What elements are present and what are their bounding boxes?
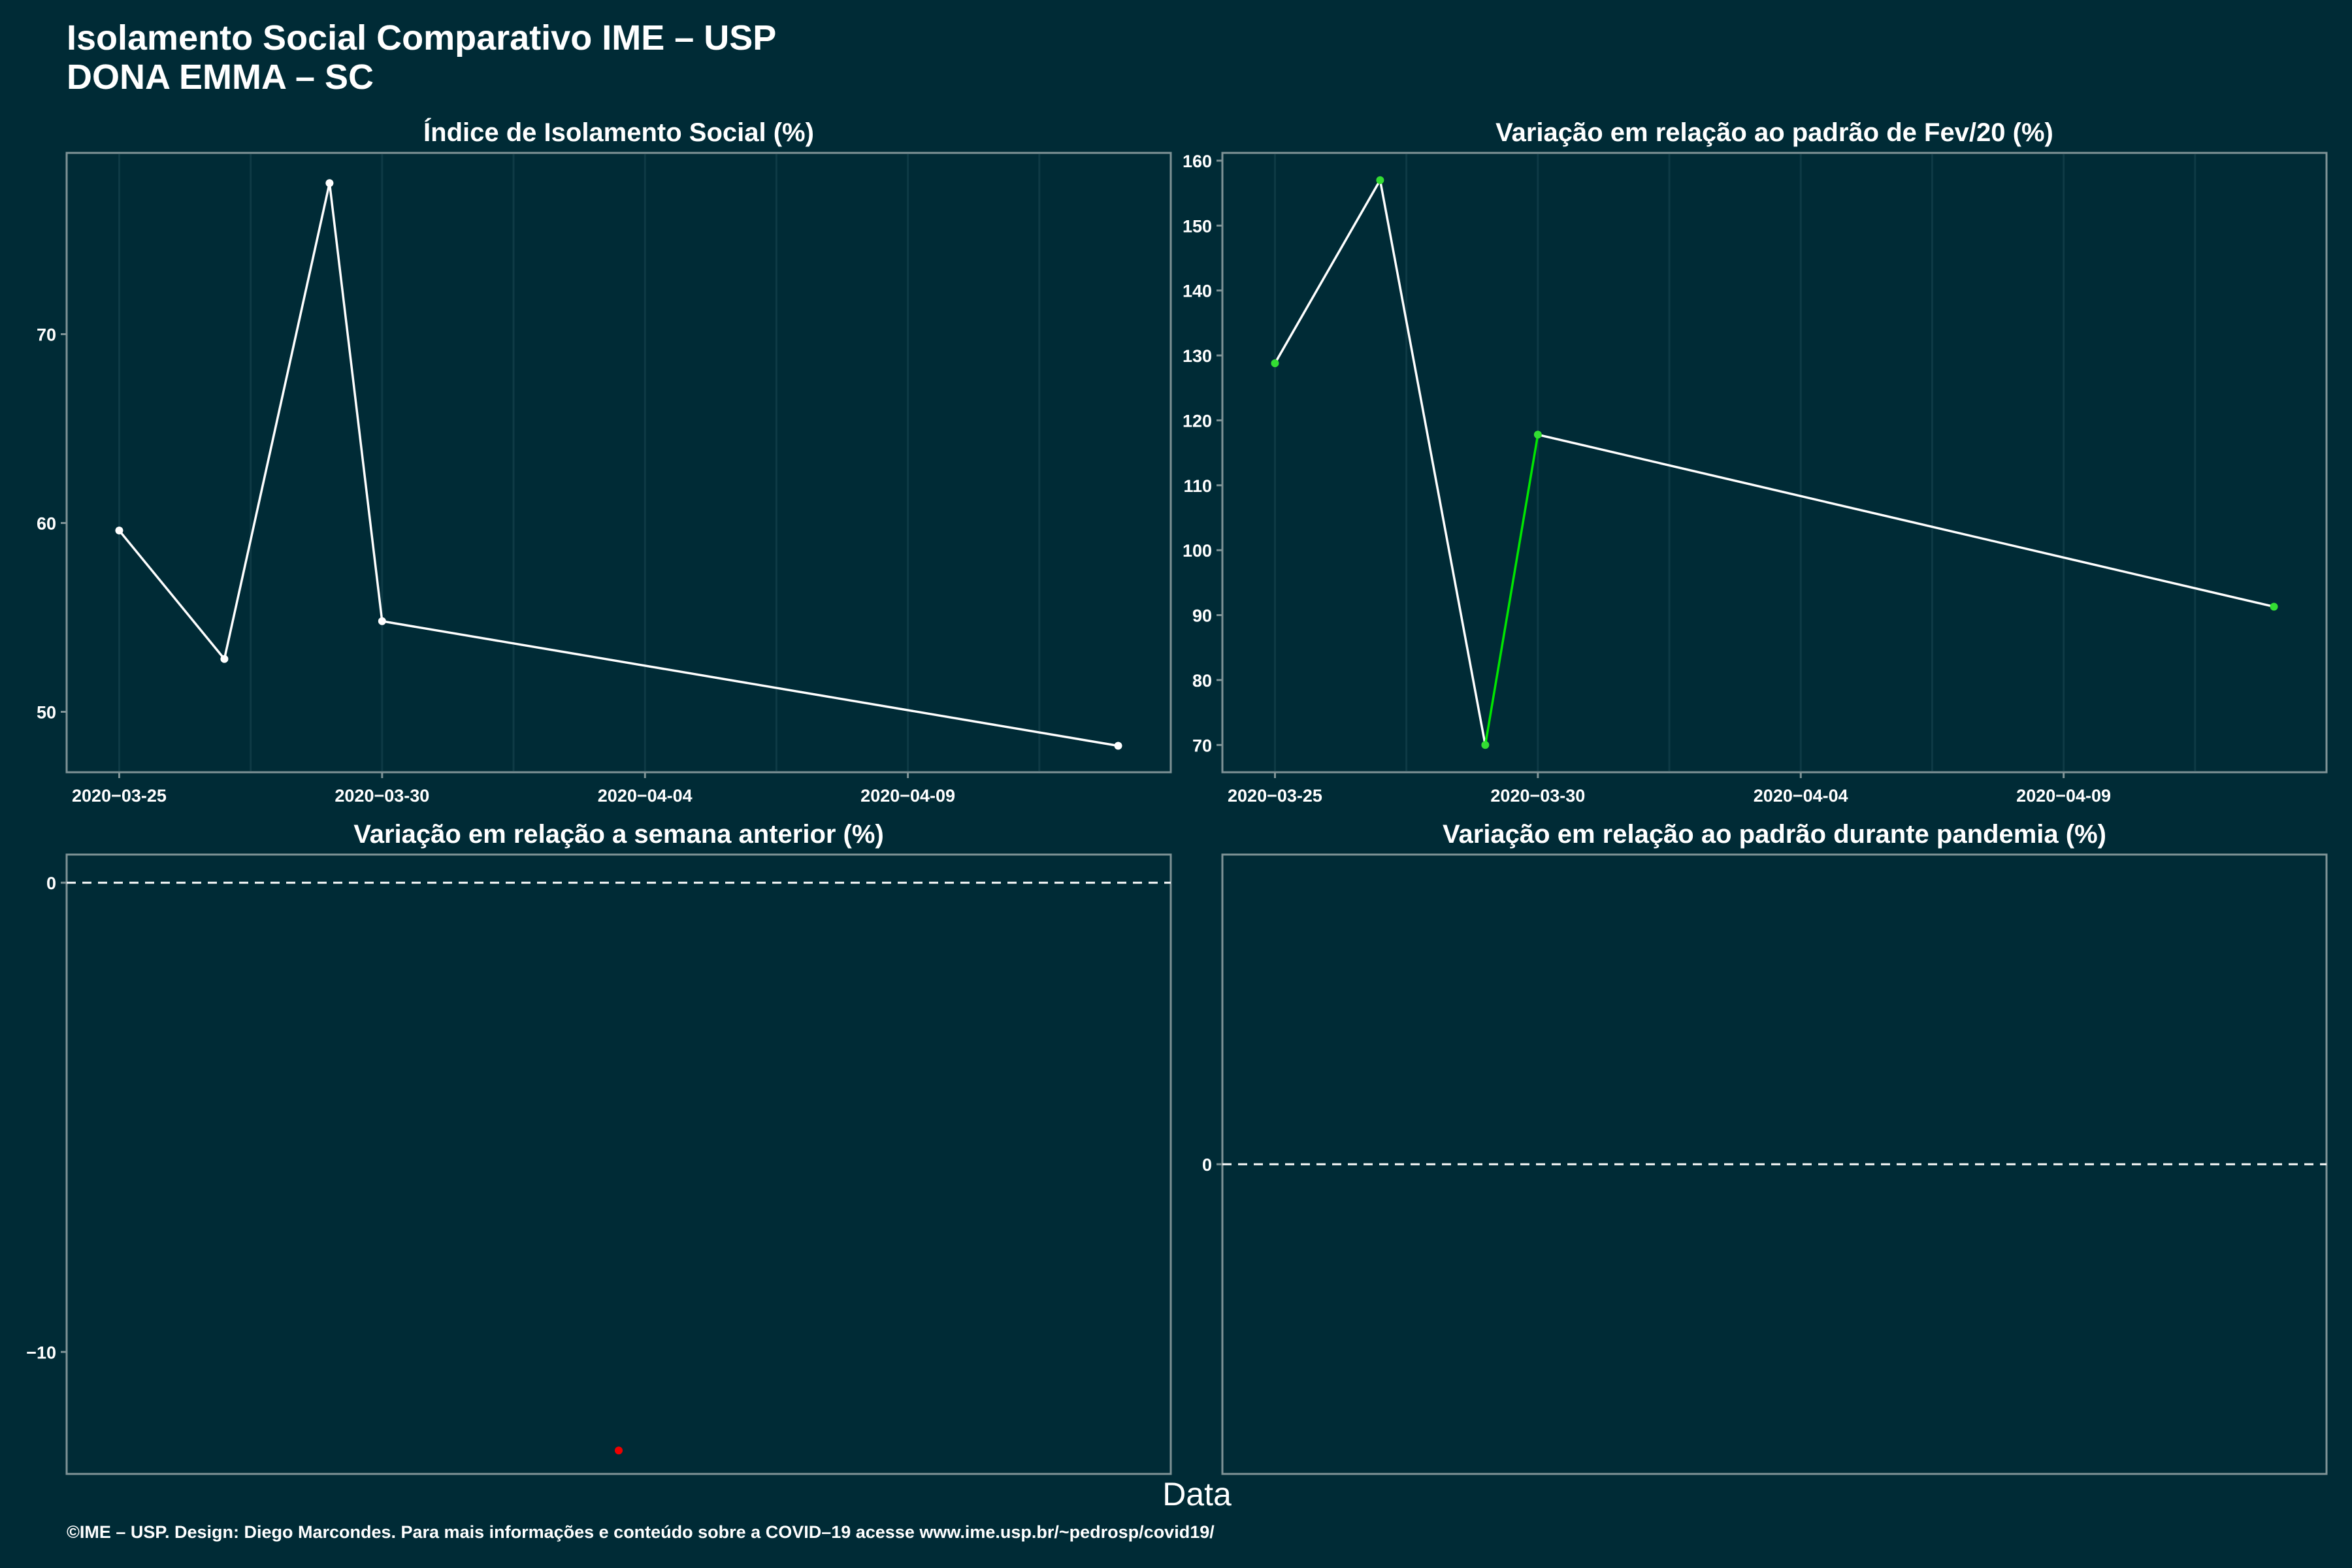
series-line-segment [118, 529, 226, 661]
y-tick-label: 110 [1183, 476, 1212, 496]
series-line-segment [1484, 433, 1539, 747]
panel-semana: Variação em relação a semana anterior (%… [26, 820, 1172, 1475]
panel-isolamento-title: Índice de Isolamento Social (%) [423, 118, 814, 147]
panel-fev20-y-axis: 70 80 90 100 110 120 130 140 150 160 [1183, 152, 1222, 755]
data-point [1114, 742, 1122, 750]
data-point [115, 527, 123, 535]
panel-fev20: Variação em relação ao padrão de Fev/20 … [1183, 118, 2328, 806]
panel-semana-y-axis: −10 0 [26, 874, 67, 1362]
panel-isolamento-grid [118, 154, 1041, 771]
panel-isolamento-x-axis: 2020−03-25 2020−03-30 2020−04-04 2020−04-09 [72, 772, 955, 806]
y-tick-label: 150 [1183, 216, 1212, 236]
y-tick-label: 50 [37, 703, 56, 723]
x-tick-label: 2020−04-04 [1754, 786, 1848, 806]
y-tick-label: 0 [1202, 1155, 1212, 1175]
panel-fev20-frame [1221, 152, 2328, 774]
panel-pandemia: Variação em relação ao padrão durante pa… [1202, 820, 2328, 1475]
y-tick-label: 120 [1183, 411, 1212, 431]
x-tick-label: 2020−04-09 [2016, 786, 2111, 806]
x-tick-label: 2020−03-25 [72, 786, 167, 806]
y-tick-label: −10 [26, 1343, 56, 1362]
x-axis-label: Data [1162, 1476, 1232, 1512]
figure-title-line2: DONA EMMA – SC [67, 57, 374, 97]
panel-fev20-marks [1271, 176, 2278, 749]
data-point [2270, 602, 2278, 611]
series-line-segment [1273, 178, 1382, 365]
caption: ©IME – USP. Design: Diego Marcondes. Par… [67, 1522, 1215, 1542]
panel-isolamento-y-axis: 50 60 70 [37, 325, 67, 723]
x-tick-label: 2020−03-30 [1490, 786, 1585, 806]
series-line-segment [1379, 178, 1487, 747]
panel-fev20-grid [1273, 154, 2197, 771]
x-tick-label: 2020−03-25 [1228, 786, 1322, 806]
y-tick-label: 60 [37, 514, 56, 533]
panel-semana-title: Variação em relação a semana anterior (%… [353, 820, 884, 849]
panel-fev20-title: Variação em relação ao padrão de Fev/20 … [1495, 118, 2053, 147]
data-point [1481, 741, 1490, 749]
data-point [615, 1446, 623, 1455]
data-point [1271, 359, 1279, 367]
x-tick-label: 2020−04-04 [598, 786, 693, 806]
y-tick-label: 0 [46, 874, 56, 893]
y-tick-label: 160 [1183, 152, 1212, 171]
series-line-segment [223, 182, 331, 661]
y-tick-label: 70 [37, 325, 56, 344]
panel-isolamento: Índice de Isolamento Social (%) 50 60 70 2… [37, 118, 1172, 806]
panel-semana-frame [65, 853, 1172, 1475]
panel-fev20-x-axis: 2020−03-25 2020−03-30 2020−04-04 2020−04-09 [1228, 772, 2111, 806]
y-tick-label: 100 [1183, 541, 1212, 561]
series-line-segment [1537, 433, 2276, 608]
panel-pandemia-y-axis: 0 [1202, 1155, 1222, 1175]
y-tick-label: 80 [1192, 671, 1212, 691]
x-tick-label: 2020−03-30 [335, 786, 429, 806]
y-tick-label: 70 [1192, 736, 1212, 755]
y-tick-label: 140 [1183, 282, 1212, 301]
figure-title-line1: Isolamento Social Comparativo IME – USP [67, 18, 776, 57]
panel-isolamento-marks [115, 179, 1122, 750]
data-point [1533, 431, 1542, 439]
panel-isolamento-frame [65, 152, 1172, 774]
series-line-segment [328, 182, 384, 623]
data-point [325, 179, 334, 188]
y-tick-label: 90 [1192, 606, 1212, 626]
panel-pandemia-title: Variação em relação ao padrão durante pa… [1443, 820, 2106, 849]
data-point [220, 655, 229, 663]
series-line-segment [381, 620, 1120, 747]
data-point [1376, 176, 1384, 184]
x-tick-label: 2020−04-09 [860, 786, 955, 806]
panel-semana-marks [67, 881, 1171, 1455]
y-tick-label: 130 [1183, 346, 1212, 366]
data-point [378, 617, 386, 625]
